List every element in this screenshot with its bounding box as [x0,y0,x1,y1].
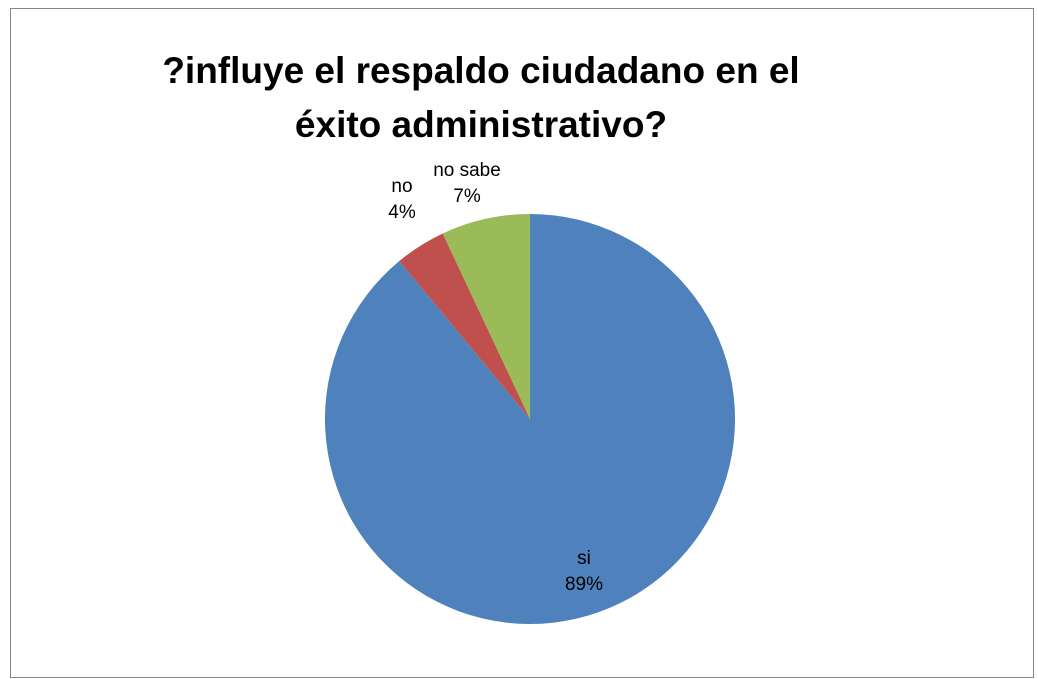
pie-slice-no [399,233,530,419]
pie-slice-si [324,214,735,625]
pie-slice-no-sabe [442,214,530,419]
chart-area: ?influye el respaldo ciudadano en el éxi… [10,8,1034,678]
slice-percent-label: 7% [453,186,481,207]
chart-title: ?influye el respaldo ciudadano en el éxi… [162,50,800,145]
pie-chart: si 89% no 4% no sabe 7% [324,160,735,625]
slice-percent-label: 4% [388,202,416,223]
slice-category-label: si [577,548,591,569]
slice-category-label: no [391,176,412,197]
slice-percent-label: 89% [565,574,603,595]
slice-category-label: no sabe [433,160,501,181]
